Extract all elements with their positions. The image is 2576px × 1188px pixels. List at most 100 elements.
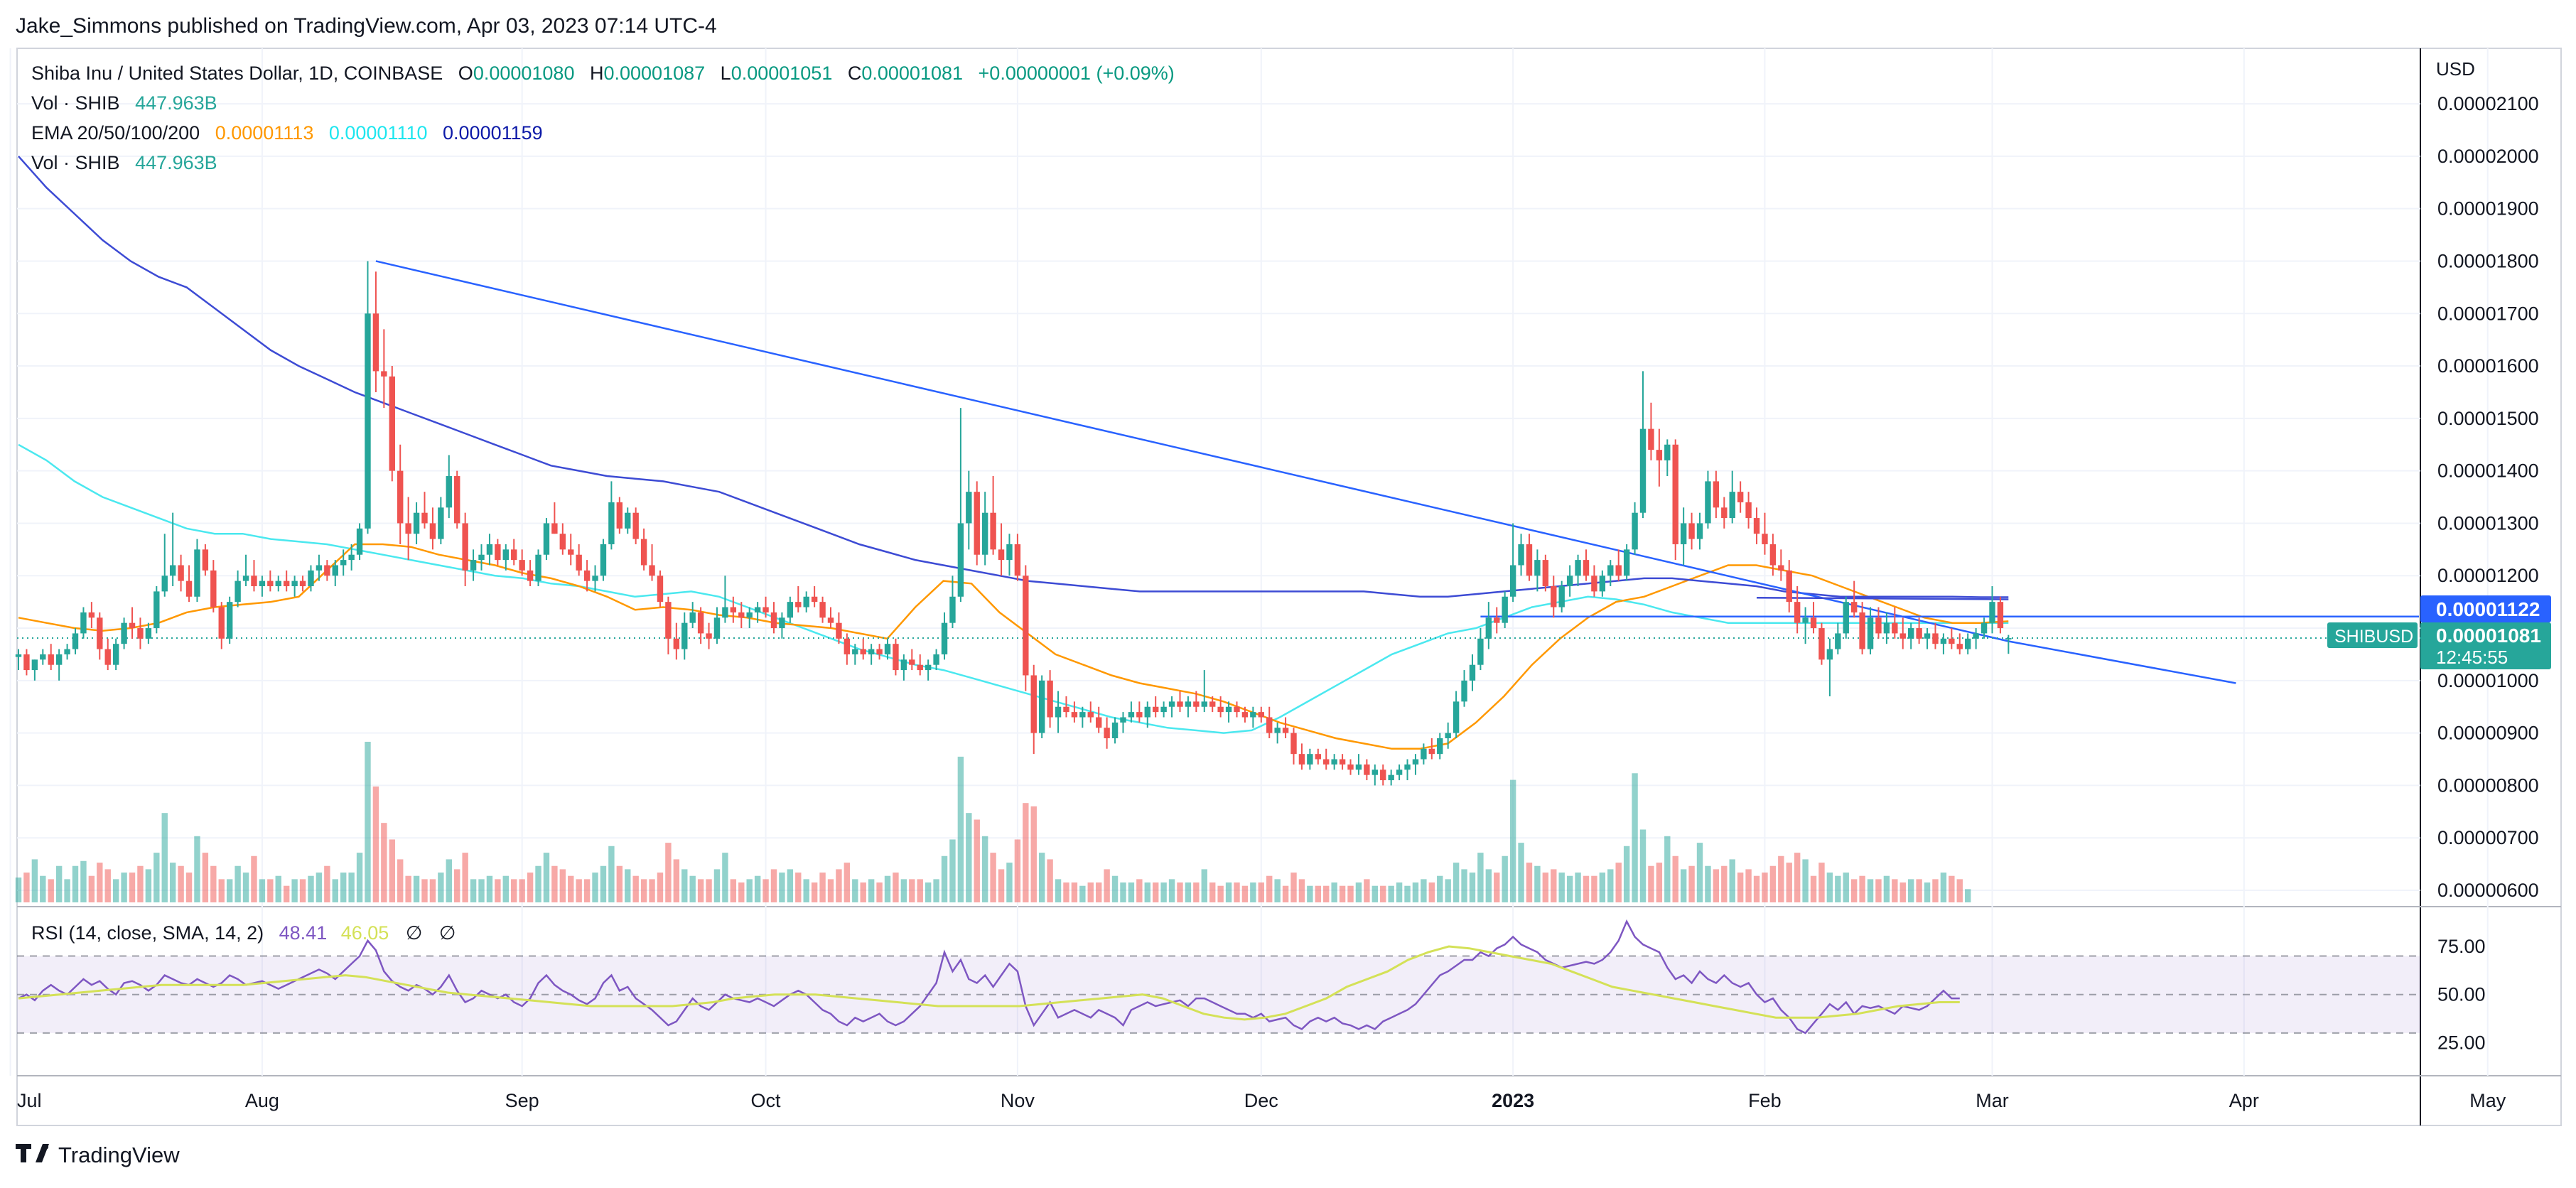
candle-body: [1843, 602, 1849, 634]
volume-bar: [1721, 865, 1728, 902]
candle-body: [161, 576, 168, 592]
volume-bar: [1274, 879, 1281, 902]
candle-body: [1583, 560, 1590, 576]
volume-bar: [1518, 843, 1524, 902]
volume-bar: [389, 839, 395, 902]
rsi-tick: 75.00: [2437, 936, 2486, 957]
candle-body: [1664, 444, 1671, 460]
volume-bar: [981, 836, 988, 902]
volume-bar: [1762, 873, 1768, 902]
candle-body: [1063, 706, 1069, 713]
candle-body: [1298, 754, 1305, 765]
volume-bar: [242, 873, 249, 902]
volume-bar: [372, 786, 379, 902]
candle-body: [925, 664, 932, 671]
volume-bar: [1769, 865, 1777, 902]
candle-body: [242, 576, 249, 581]
price-tick: 0.00002000: [2437, 146, 2539, 167]
candle-body: [275, 580, 281, 587]
candle-body: [933, 654, 939, 665]
volume-bar: [1047, 859, 1053, 902]
svg-text:0.00001081: 0.00001081: [2436, 625, 2541, 647]
volume-bar: [1623, 846, 1630, 902]
candle-body: [1095, 717, 1102, 728]
candle-body: [40, 654, 46, 660]
candle-body: [1591, 576, 1597, 592]
volume-bar: [1599, 873, 1606, 902]
volume-bar: [1494, 873, 1500, 902]
candle-body: [462, 523, 468, 571]
candle-body: [722, 607, 728, 618]
candle-body: [421, 512, 428, 524]
candle-body: [1315, 754, 1321, 760]
candle-body: [194, 549, 200, 597]
candle-body: [218, 607, 225, 639]
volume-bar: [1558, 873, 1565, 902]
volume-bar: [1153, 882, 1159, 902]
volume-bar: [583, 879, 591, 902]
volume-bar: [535, 865, 541, 902]
volume-bar: [413, 875, 420, 902]
candle-body: [1810, 617, 1817, 629]
volume-bar: [218, 879, 225, 902]
candle-body: [185, 580, 193, 597]
candle-body: [1680, 523, 1687, 544]
candle-body: [519, 560, 525, 571]
volume-bar: [55, 865, 63, 902]
candle-body: [779, 617, 785, 629]
candle-body: [551, 523, 558, 534]
candle-body: [1867, 617, 1874, 649]
volume-bar: [1331, 882, 1337, 902]
candle-body: [365, 313, 371, 529]
volume-bar: [893, 873, 899, 902]
candle-body: [738, 612, 745, 618]
volume-bar: [324, 865, 330, 902]
volume-bar: [1225, 882, 1232, 902]
candle-body: [543, 523, 550, 555]
volume-bar: [1461, 869, 1467, 902]
price-tick: 0.00001000: [2437, 670, 2539, 691]
candle-body: [1558, 586, 1565, 608]
candle-body: [1518, 544, 1524, 566]
volume-bar: [178, 865, 184, 902]
volume-bar: [1826, 873, 1833, 902]
candle-body: [640, 539, 647, 566]
candle-body: [251, 576, 257, 587]
volume-bar: [1364, 879, 1370, 902]
volume-bar: [15, 878, 22, 902]
volume-bar: [917, 879, 923, 902]
volume-bar: [454, 869, 460, 902]
candle-body: [1794, 602, 1801, 623]
time-tick: Feb: [1748, 1090, 1782, 1111]
volume-bar: [1006, 863, 1013, 902]
candle-body: [1949, 638, 1955, 644]
volume-bar: [194, 836, 200, 902]
volume-bar: [1234, 882, 1240, 902]
price-tick: 0.00001900: [2437, 198, 2539, 220]
volume-bar: [941, 855, 948, 902]
candle-body: [1030, 675, 1037, 733]
volume-bar: [1290, 873, 1297, 902]
candle-body: [1071, 712, 1078, 718]
candle-body: [1688, 523, 1695, 539]
volume-bar: [1672, 855, 1678, 902]
volume-bar: [381, 823, 387, 902]
candle-body: [1639, 428, 1647, 513]
last-price-badge: 0.00001081 12:45:55: [2420, 622, 2551, 669]
volume-bar: [511, 879, 517, 902]
volume-bar: [1802, 859, 1809, 902]
candle-body: [1282, 728, 1289, 733]
candle-body: [1111, 722, 1119, 739]
candle-body: [583, 570, 591, 581]
candle-body: [697, 612, 704, 634]
volume-bar: [770, 869, 777, 902]
volume-bar: [1949, 875, 1955, 902]
volume-bar: [673, 859, 680, 902]
candle-body: [1956, 644, 1963, 649]
volume-bar: [1835, 875, 1841, 902]
candle-body: [1323, 759, 1330, 765]
volume-bar: [1371, 885, 1379, 902]
candle-body: [616, 502, 623, 529]
volume-bar: [1940, 873, 1947, 902]
